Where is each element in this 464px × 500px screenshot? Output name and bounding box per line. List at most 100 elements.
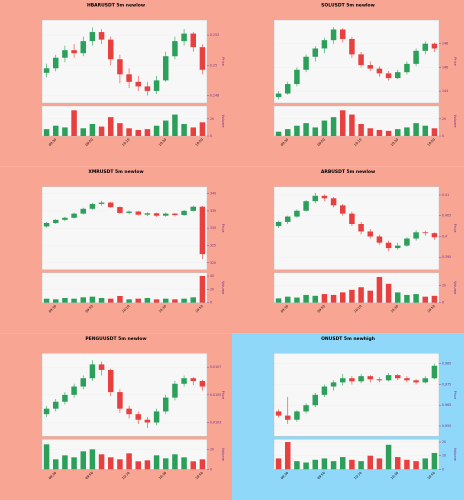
- volume-bar: [153, 299, 160, 303]
- volume-bar: [135, 130, 141, 136]
- y-tick-label: 0.955: [442, 424, 451, 428]
- volume-bar: [181, 124, 187, 136]
- volume-bar: [385, 444, 392, 470]
- volume-bar: [190, 297, 196, 303]
- y2-tick-label: 40: [210, 274, 214, 278]
- volume-bar: [144, 460, 151, 470]
- volume-bar: [285, 129, 291, 136]
- candle-body: [199, 47, 206, 70]
- x-tick-label: 10:30: [158, 304, 167, 313]
- volume-bar: [349, 289, 355, 303]
- volume-bar: [404, 127, 410, 136]
- candle-body: [153, 80, 160, 91]
- volume-bar: [172, 114, 178, 136]
- y2-axis-label: Volume: [221, 448, 225, 461]
- candle-body: [190, 33, 196, 48]
- candle-body: [275, 221, 282, 227]
- volume-bar: [303, 123, 309, 136]
- volume-bar: [275, 458, 282, 470]
- candle-body: [367, 376, 373, 380]
- volume-bar: [404, 459, 410, 470]
- volume-bar: [80, 451, 86, 470]
- candle-body: [153, 411, 160, 423]
- volume-bar: [89, 449, 96, 470]
- y2-tick-label: 20: [210, 117, 214, 121]
- volume-bar: [404, 294, 410, 303]
- candle-body: [303, 405, 309, 412]
- candle-body: [431, 365, 438, 379]
- volume-bar: [376, 130, 383, 136]
- price-plot: [273, 186, 440, 270]
- candle-body: [190, 206, 196, 211]
- candle-body: [340, 205, 346, 214]
- candle-body: [135, 211, 141, 215]
- candle-body: [53, 57, 59, 69]
- candle-body: [312, 195, 318, 202]
- volume-bar: [275, 131, 282, 136]
- y-axis-label: Price: [221, 57, 225, 66]
- price-plot: [273, 353, 440, 437]
- volume-plot: [273, 439, 440, 470]
- candle-body: [340, 378, 346, 383]
- candle-body: [172, 383, 178, 398]
- x-tick-label: 09:50: [317, 138, 326, 147]
- volume-bar: [303, 462, 309, 470]
- y-tick-label: 0.4: [442, 234, 447, 238]
- candle-body: [422, 232, 428, 234]
- volume-bar: [43, 129, 50, 136]
- candle-body: [294, 210, 300, 217]
- candle-body: [108, 39, 114, 60]
- volume-bar: [340, 110, 346, 136]
- candle-body: [62, 50, 68, 58]
- candle-body: [303, 201, 309, 211]
- volume-bar: [108, 298, 114, 303]
- y2-axis-label: Volume: [221, 281, 225, 294]
- volume-bar: [349, 459, 355, 470]
- y2-tick-label: 20: [442, 284, 446, 288]
- volume-bar: [312, 459, 318, 470]
- volume-plot: [41, 439, 208, 470]
- candle-body: [126, 211, 132, 213]
- volume-bar: [422, 458, 428, 470]
- candle-body: [53, 219, 59, 223]
- volume-bar: [413, 294, 419, 303]
- y-tick-label: 0.41: [442, 193, 449, 197]
- volume-bar: [135, 461, 141, 470]
- volume-bar: [413, 123, 419, 136]
- volume-bar: [163, 298, 169, 303]
- volume-bar: [126, 299, 132, 303]
- y-tick-label: 144: [442, 89, 448, 93]
- volume-bar: [395, 129, 401, 136]
- candle-body: [153, 213, 160, 216]
- candle-body: [303, 56, 309, 70]
- candle-body: [80, 378, 86, 387]
- candle-body: [163, 397, 169, 412]
- candle-body: [53, 401, 59, 409]
- y-tick-label: 340: [210, 192, 216, 196]
- candle-body: [330, 29, 337, 41]
- volume-bar: [321, 294, 328, 303]
- x-tick-label: 09:30: [280, 471, 289, 480]
- candle-body: [404, 63, 410, 73]
- candle-body: [321, 386, 328, 395]
- y-tick-label: 320: [210, 261, 216, 265]
- candle-body: [117, 207, 123, 213]
- volume-bar: [312, 127, 318, 136]
- volume-bar: [80, 297, 86, 303]
- chart-title: ONUSDT 5m newhigh: [321, 336, 375, 342]
- price-plot: [41, 19, 208, 104]
- candle-body: [294, 411, 300, 420]
- y-axis-label: Price: [453, 57, 457, 66]
- volume-bar: [80, 128, 86, 136]
- y-tick-label: 330: [210, 226, 216, 230]
- y2-axis-label: Volume: [453, 281, 457, 294]
- volume-bar: [98, 454, 105, 470]
- volume-bar: [62, 455, 68, 470]
- candle-body: [358, 54, 364, 66]
- candle-body: [181, 33, 187, 42]
- candle-body: [321, 195, 328, 199]
- candle-body: [163, 213, 169, 216]
- x-tick-label: 09:30: [48, 138, 57, 147]
- candle-body: [321, 40, 328, 49]
